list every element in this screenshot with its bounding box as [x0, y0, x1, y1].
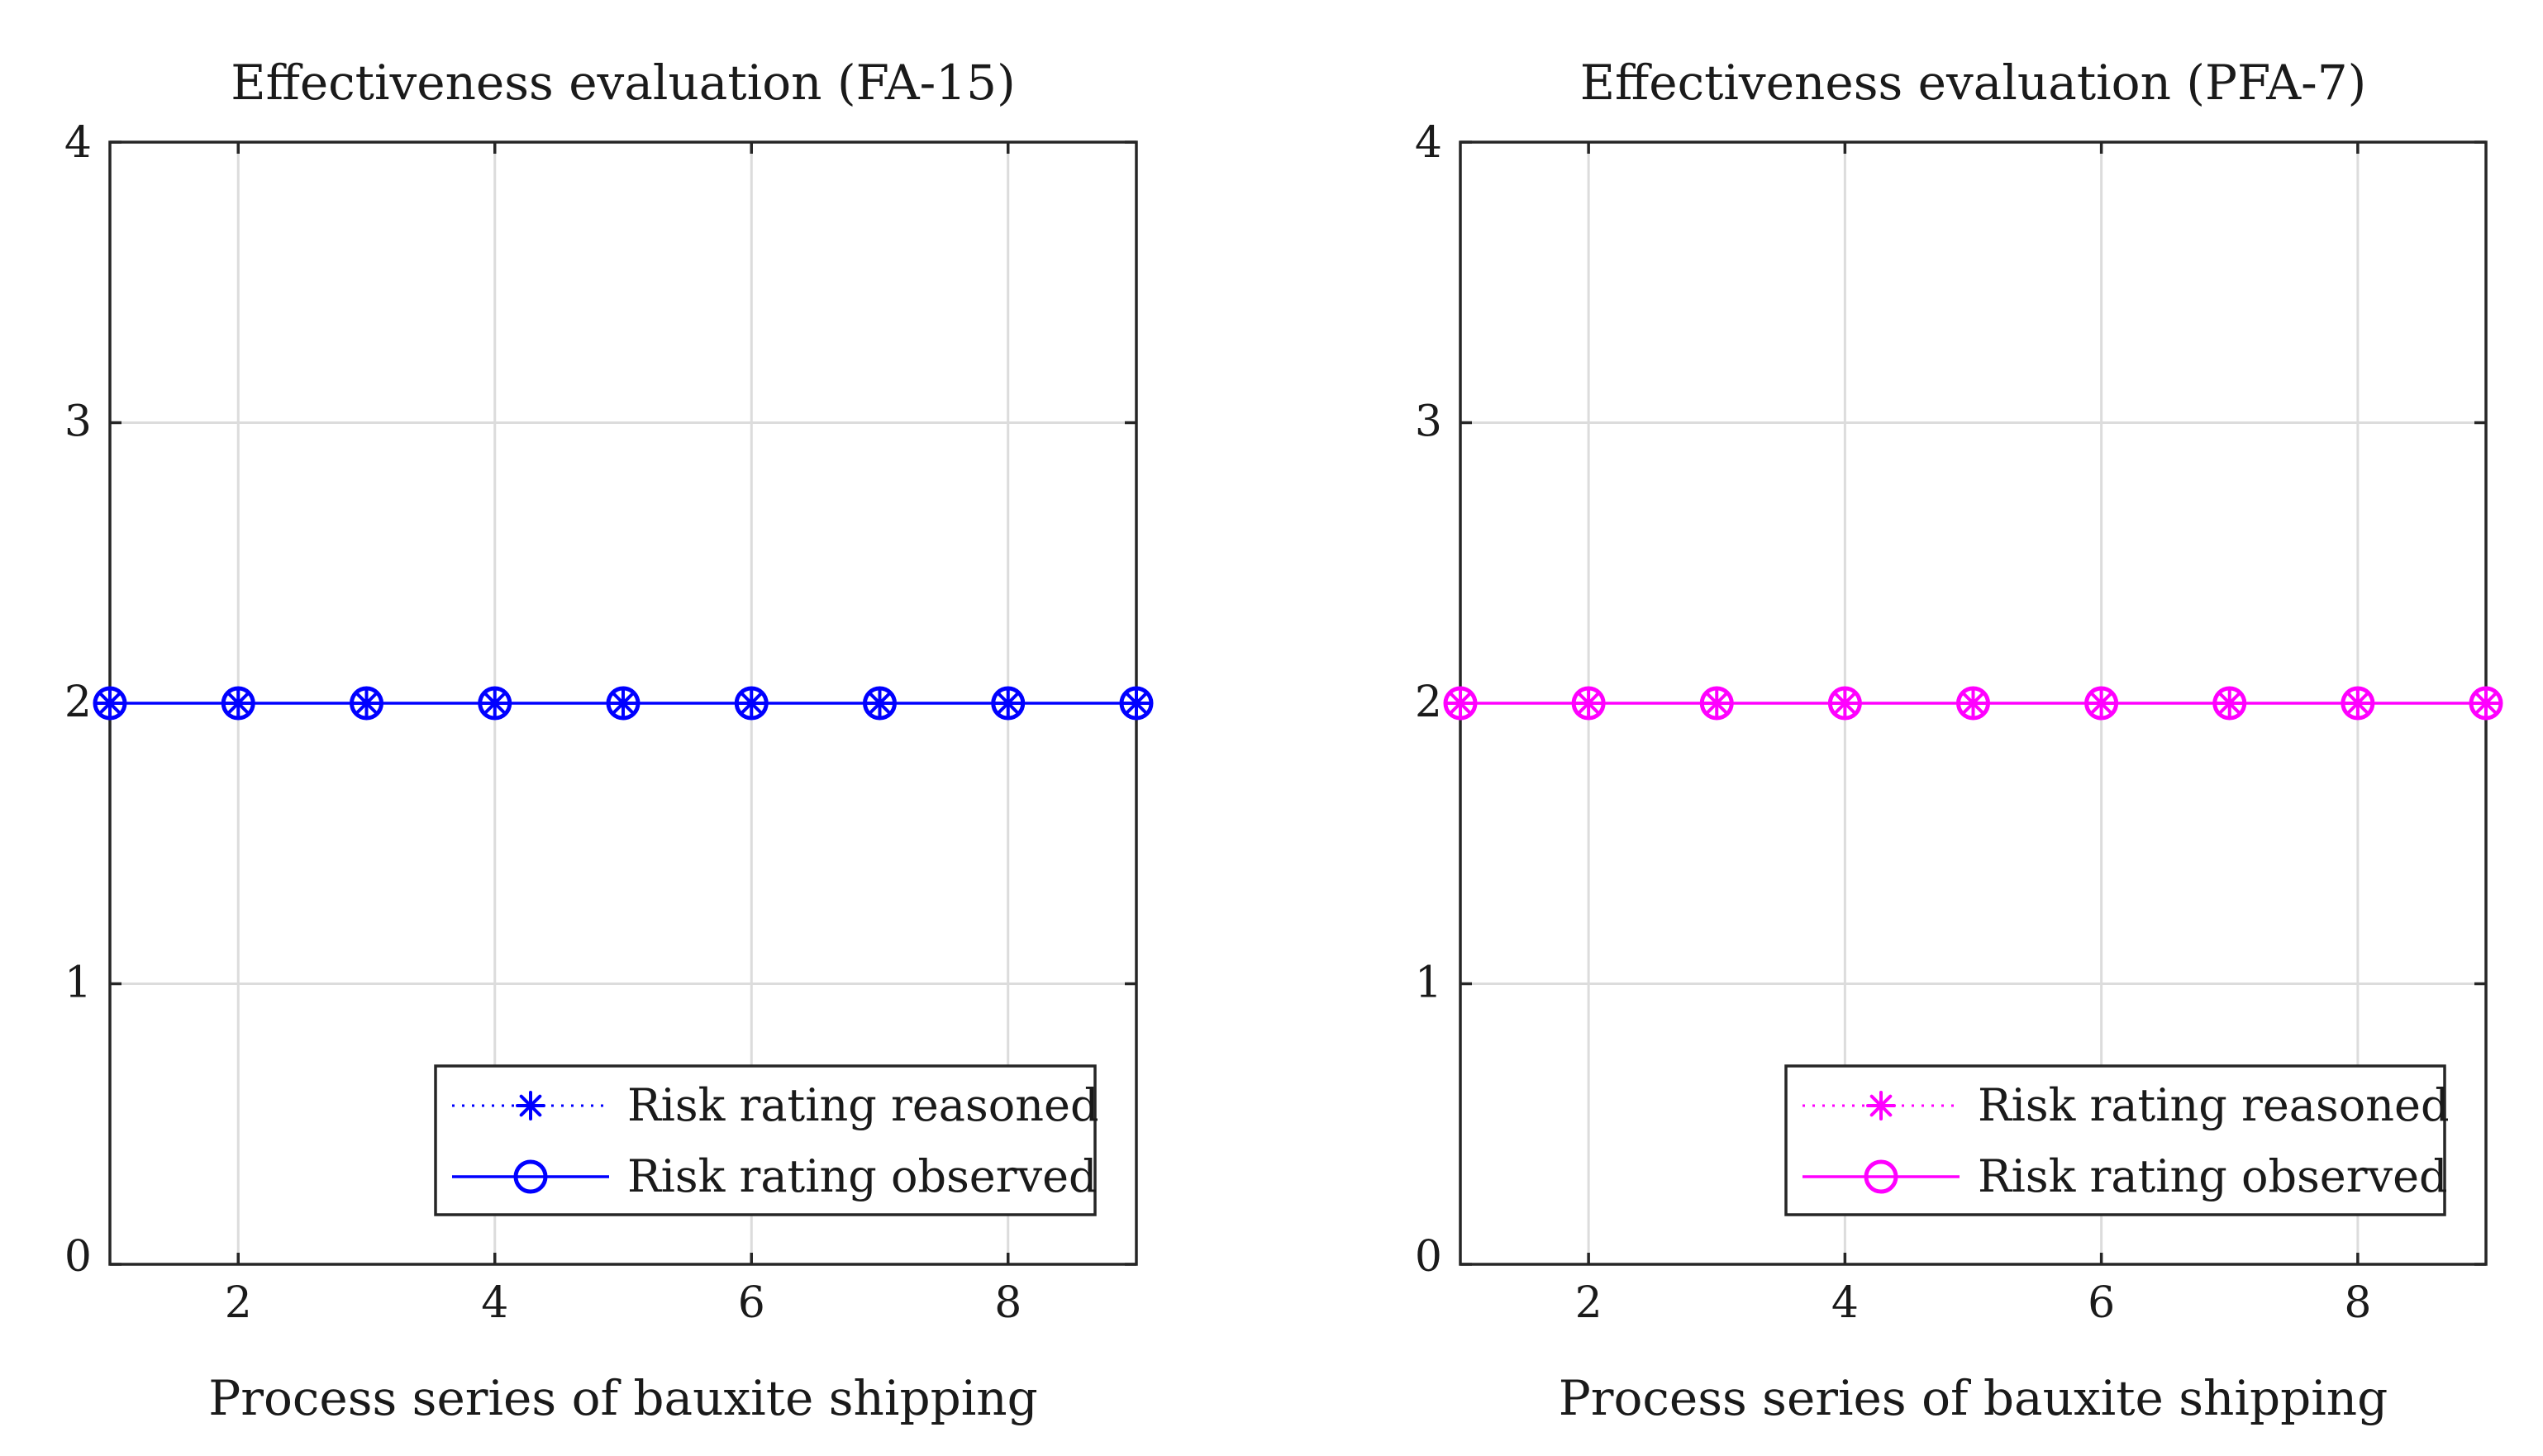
x-tick-label: 8 [2344, 1278, 2371, 1328]
x-tick-label: 6 [738, 1278, 765, 1328]
data-point-reasoned [1121, 688, 1151, 718]
data-point-reasoned [2471, 688, 2501, 718]
x-tick-label: 4 [481, 1278, 508, 1328]
y-tick-label: 3 [1415, 397, 1442, 447]
data-point-reasoned [479, 688, 510, 718]
data-point-reasoned [1830, 688, 1860, 718]
legend-label: Risk rating observed [627, 1150, 1098, 1202]
y-tick-label: 3 [64, 397, 92, 447]
data-point-reasoned [95, 688, 125, 718]
data-point-reasoned [2086, 688, 2117, 718]
data-point-reasoned [993, 688, 1023, 718]
legend-marker-reasoned [1866, 1091, 1896, 1121]
legend-marker-observed [513, 1159, 548, 1194]
data-point-reasoned [608, 688, 638, 718]
x-axis-label: Process series of bauxite shipping [208, 1370, 1038, 1426]
x-tick-label: 8 [994, 1278, 1021, 1328]
data-point-reasoned [351, 688, 382, 718]
legend-label: Risk rating reasoned [627, 1079, 1099, 1131]
data-point-reasoned [1702, 688, 1732, 718]
y-tick-label: 1 [1415, 959, 1442, 1008]
chart-title: Effectiveness evaluation (FA-15) [231, 55, 1015, 111]
x-tick-label: 2 [1575, 1278, 1602, 1328]
data-point-reasoned [2214, 688, 2245, 718]
x-axis-label: Process series of bauxite shipping [1559, 1370, 2388, 1426]
chart-panel-2: 2 4 6 8 0 1 2 3 4 Effectiveness evaluation (PFA-7… [1415, 55, 2503, 1426]
y-tick-label: 1 [64, 959, 92, 1008]
y-tick-label: 0 [64, 1232, 92, 1282]
chart-panel-1: 2 4 6 8 0 1 2 3 4 Effectiveness evaluation (FA-15… [64, 55, 1154, 1426]
y-tick-label: 2 [1415, 678, 1442, 727]
data-point-reasoned [1574, 688, 1604, 718]
chart-title: Effectiveness evaluation (PFA-7) [1580, 55, 2367, 111]
x-tick-label: 2 [225, 1278, 252, 1328]
data-point-reasoned [2342, 688, 2373, 718]
data-point-reasoned [1958, 688, 1988, 718]
data-point-reasoned [736, 688, 767, 718]
data-point-reasoned [864, 688, 895, 718]
legend-label: Risk rating reasoned [1978, 1079, 2450, 1131]
legend-label: Risk rating observed [1978, 1150, 2448, 1202]
y-tick-label: 2 [64, 678, 92, 727]
legend: Risk rating reasoned Risk rating observed [1784, 1064, 2450, 1216]
legend-marker-reasoned [516, 1091, 545, 1121]
legend: Risk rating reasoned Risk rating observed [434, 1064, 1099, 1216]
x-tick-label: 4 [1831, 1278, 1859, 1328]
y-tick-label: 4 [64, 118, 92, 168]
y-tick-label: 4 [1415, 118, 1442, 168]
legend-marker-observed [1864, 1159, 1898, 1194]
data-point-reasoned [223, 688, 254, 718]
y-tick-label: 0 [1415, 1232, 1442, 1282]
data-point-reasoned [1445, 688, 1475, 718]
legend-box [434, 1064, 1097, 1216]
x-tick-label: 6 [2088, 1278, 2115, 1328]
legend-box [1784, 1064, 2446, 1216]
